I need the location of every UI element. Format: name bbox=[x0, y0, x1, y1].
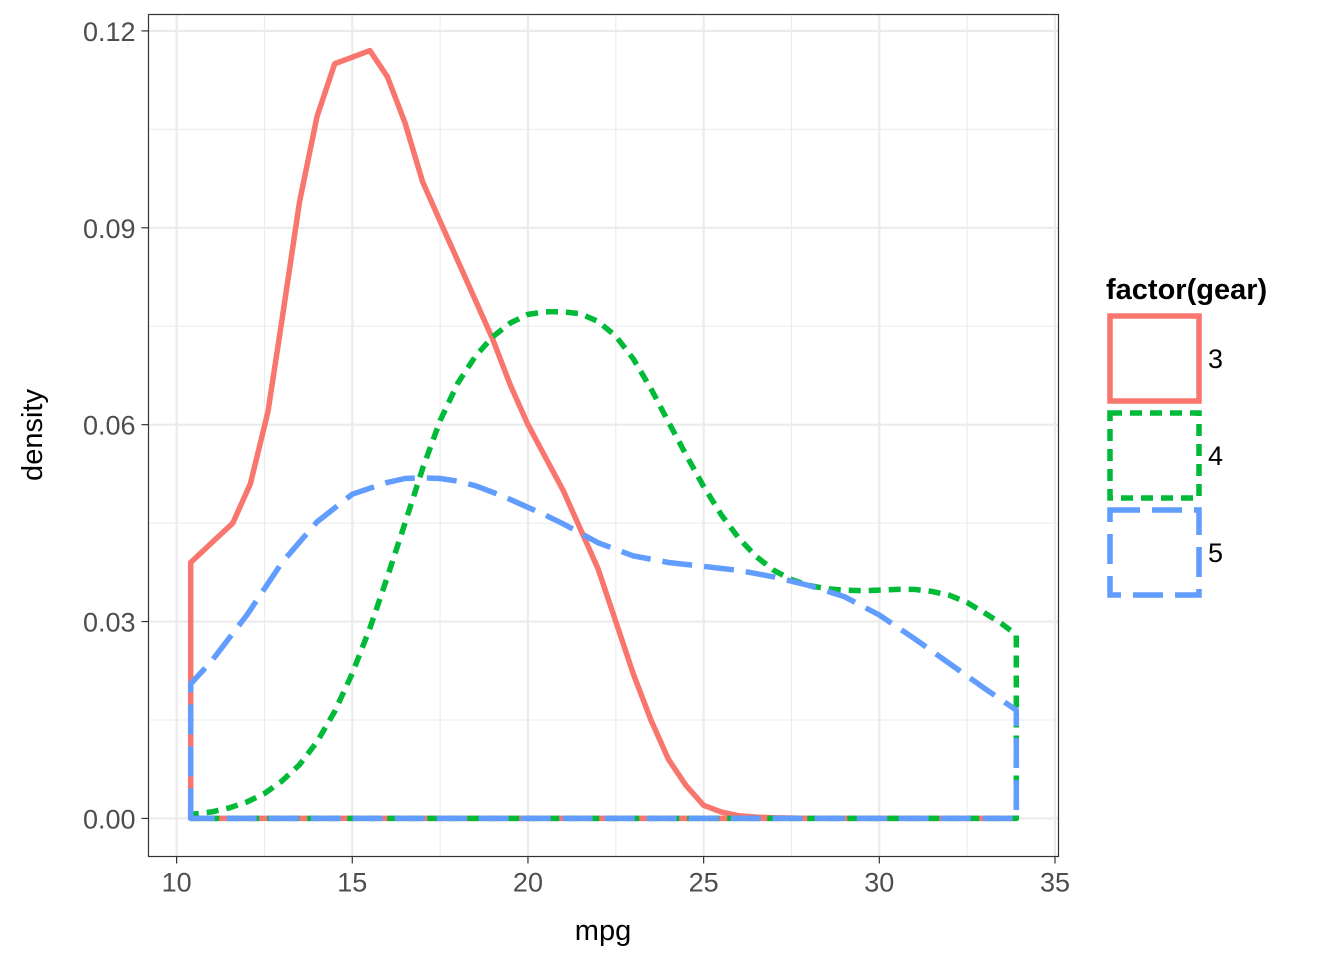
legend-title: factor(gear) bbox=[1106, 274, 1267, 306]
y-axis-ticks: 0.00 0.03 0.06 0.09 0.12 bbox=[83, 17, 149, 834]
legend-key-3 bbox=[1107, 313, 1202, 404]
density-curve-gear-4 bbox=[187, 309, 1020, 822]
y-tick-label: 0.03 bbox=[83, 608, 136, 638]
legend-label-5: 5 bbox=[1208, 538, 1223, 568]
x-tick-label: 35 bbox=[1040, 868, 1070, 898]
x-tick-label: 15 bbox=[337, 868, 367, 898]
y-axis-title: density bbox=[17, 389, 49, 481]
density-curve-gear-5 bbox=[187, 475, 1020, 822]
x-axis-ticks: 10 15 20 25 30 35 bbox=[162, 856, 1070, 898]
plot-panel-border bbox=[147, 13, 1060, 858]
legend-label-3: 3 bbox=[1208, 344, 1223, 374]
x-tick-label: 30 bbox=[864, 868, 894, 898]
x-tick-label: 25 bbox=[689, 868, 719, 898]
y-tick-label: 0.06 bbox=[83, 411, 136, 441]
legend-key-4 bbox=[1107, 410, 1202, 501]
density-curves bbox=[187, 47, 1020, 822]
legend-items: 3 4 5 bbox=[1107, 313, 1223, 598]
x-tick-label: 20 bbox=[513, 868, 543, 898]
x-axis-title: mpg bbox=[575, 915, 631, 947]
minor-gridlines bbox=[148, 14, 1059, 857]
legend-label-4: 4 bbox=[1208, 441, 1223, 471]
y-tick-label: 0.09 bbox=[83, 214, 136, 244]
legend: factor(gear) 3 4 5 bbox=[1106, 274, 1267, 598]
x-tick-label: 10 bbox=[162, 868, 192, 898]
y-tick-label: 0.12 bbox=[83, 17, 136, 47]
legend-key-5 bbox=[1107, 507, 1202, 598]
y-tick-label: 0.00 bbox=[83, 804, 136, 834]
